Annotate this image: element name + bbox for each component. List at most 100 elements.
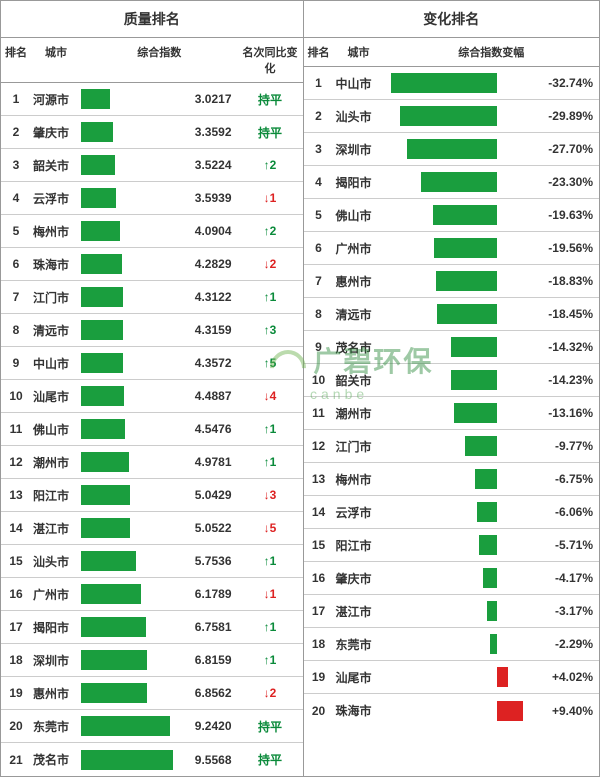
table-row: 21茂名市9.5568持平 bbox=[1, 743, 303, 776]
cell-val: 4.4887 bbox=[178, 389, 238, 403]
cell-bar bbox=[384, 337, 530, 357]
cell-bar bbox=[384, 106, 530, 126]
cell-bar bbox=[81, 188, 178, 208]
cell-change: ↑1 bbox=[238, 290, 303, 304]
cell-val: 4.0904 bbox=[178, 224, 238, 238]
cell-rank: 18 bbox=[304, 637, 334, 651]
cell-bar bbox=[384, 634, 530, 654]
change-panel: 变化排名 排名 城市 综合指数变幅 1中山市-32.74%2汕头市-29.89%… bbox=[304, 1, 600, 776]
cell-pct: -3.17% bbox=[529, 604, 599, 618]
cell-city: 揭阳市 bbox=[334, 174, 384, 191]
cell-rank: 8 bbox=[1, 323, 31, 337]
table-row: 15阳江市-5.71% bbox=[304, 529, 600, 562]
hdr-rank: 排名 bbox=[304, 38, 334, 66]
cell-val: 4.2829 bbox=[178, 257, 238, 271]
cell-bar bbox=[81, 155, 178, 175]
cell-city: 惠州市 bbox=[31, 685, 81, 702]
cell-change: ↓1 bbox=[238, 191, 303, 205]
table-row: 1中山市-32.74% bbox=[304, 67, 600, 100]
cell-city: 深圳市 bbox=[334, 141, 384, 158]
hdr-index: 综合指数 bbox=[83, 44, 236, 76]
table-row: 16广州市6.1789↓1 bbox=[1, 578, 303, 611]
cell-pct: -18.83% bbox=[529, 274, 599, 288]
cell-rank: 10 bbox=[1, 389, 31, 403]
cell-pct: -6.06% bbox=[529, 505, 599, 519]
cell-bar bbox=[384, 403, 530, 423]
table-row: 8清远市4.3159↑3 bbox=[1, 314, 303, 347]
cell-val: 6.8159 bbox=[178, 653, 238, 667]
table-row: 3深圳市-27.70% bbox=[304, 133, 600, 166]
cell-val: 4.3572 bbox=[178, 356, 238, 370]
cell-rank: 9 bbox=[1, 356, 31, 370]
cell-rank: 19 bbox=[1, 686, 31, 700]
table-row: 6广州市-19.56% bbox=[304, 232, 600, 265]
cell-city: 佛山市 bbox=[334, 207, 384, 224]
cell-bar bbox=[81, 551, 178, 571]
cell-bar bbox=[81, 452, 178, 472]
change-rows: 1中山市-32.74%2汕头市-29.89%3深圳市-27.70%4揭阳市-23… bbox=[304, 67, 600, 727]
cell-rank: 20 bbox=[1, 719, 31, 733]
cell-change: ↓4 bbox=[238, 389, 303, 403]
cell-bar bbox=[81, 650, 178, 670]
cell-city: 深圳市 bbox=[31, 652, 81, 669]
cell-city: 茂名市 bbox=[31, 751, 81, 768]
cell-rank: 17 bbox=[1, 620, 31, 634]
cell-rank: 12 bbox=[304, 439, 334, 453]
cell-city: 江门市 bbox=[31, 289, 81, 306]
cell-val: 3.5224 bbox=[178, 158, 238, 172]
cell-rank: 9 bbox=[304, 340, 334, 354]
cell-city: 广州市 bbox=[31, 586, 81, 603]
cell-bar bbox=[81, 386, 178, 406]
ranking-tables: 质量排名 排名 城市 综合指数 名次同比变化 1河源市3.0217持平2肇庆市3… bbox=[0, 0, 600, 777]
table-row: 6珠海市4.2829↓2 bbox=[1, 248, 303, 281]
cell-change: ↑1 bbox=[238, 554, 303, 568]
cell-rank: 7 bbox=[304, 274, 334, 288]
cell-city: 韶关市 bbox=[334, 372, 384, 389]
table-row: 19惠州市6.8562↓2 bbox=[1, 677, 303, 710]
cell-city: 江门市 bbox=[334, 438, 384, 455]
change-title: 变化排名 bbox=[304, 1, 600, 38]
cell-val: 9.5568 bbox=[178, 753, 238, 767]
cell-rank: 4 bbox=[1, 191, 31, 205]
cell-pct: -29.89% bbox=[529, 109, 599, 123]
cell-change: ↑5 bbox=[238, 356, 303, 370]
quality-rows: 1河源市3.0217持平2肇庆市3.3592持平3韶关市3.5224↑24云浮市… bbox=[1, 83, 303, 776]
cell-bar bbox=[384, 469, 530, 489]
quality-header: 排名 城市 综合指数 名次同比变化 bbox=[1, 38, 303, 83]
cell-rank: 15 bbox=[1, 554, 31, 568]
cell-rank: 18 bbox=[1, 653, 31, 667]
cell-val: 6.1789 bbox=[178, 587, 238, 601]
cell-rank: 17 bbox=[304, 604, 334, 618]
cell-change: ↑2 bbox=[238, 158, 303, 172]
cell-city: 肇庆市 bbox=[31, 124, 81, 141]
cell-rank: 20 bbox=[304, 704, 334, 718]
cell-pct: +4.02% bbox=[529, 670, 599, 684]
cell-bar bbox=[384, 73, 530, 93]
cell-val: 6.7581 bbox=[178, 620, 238, 634]
cell-rank: 14 bbox=[1, 521, 31, 535]
table-row: 2肇庆市3.3592持平 bbox=[1, 116, 303, 149]
cell-bar bbox=[81, 617, 178, 637]
cell-pct: -5.71% bbox=[529, 538, 599, 552]
table-row: 4揭阳市-23.30% bbox=[304, 166, 600, 199]
hdr-pct: 综合指数变幅 bbox=[384, 38, 600, 66]
table-row: 19汕尾市+4.02% bbox=[304, 661, 600, 694]
cell-val: 5.0522 bbox=[178, 521, 238, 535]
cell-val: 4.3122 bbox=[178, 290, 238, 304]
cell-change: ↓2 bbox=[238, 257, 303, 271]
cell-bar bbox=[384, 502, 530, 522]
cell-city: 惠州市 bbox=[334, 273, 384, 290]
cell-val: 3.5939 bbox=[178, 191, 238, 205]
table-row: 4云浮市 3.5939↓1 bbox=[1, 182, 303, 215]
cell-bar bbox=[81, 683, 178, 703]
cell-bar bbox=[81, 89, 178, 109]
quality-panel: 质量排名 排名 城市 综合指数 名次同比变化 1河源市3.0217持平2肇庆市3… bbox=[1, 1, 304, 776]
cell-rank: 11 bbox=[304, 406, 334, 420]
cell-change: ↑1 bbox=[238, 653, 303, 667]
cell-city: 中山市 bbox=[334, 75, 384, 92]
table-row: 7惠州市 -18.83% bbox=[304, 265, 600, 298]
cell-city: 阳江市 bbox=[31, 487, 81, 504]
cell-city: 茂名市 bbox=[334, 339, 384, 356]
cell-change: ↓1 bbox=[238, 587, 303, 601]
cell-city: 云浮市 bbox=[31, 190, 81, 207]
